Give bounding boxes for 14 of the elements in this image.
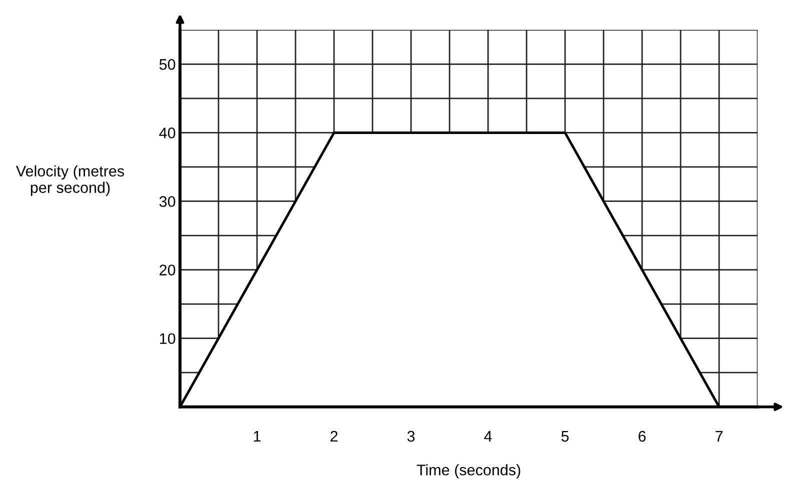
x-tick-label: 3: [407, 430, 415, 442]
x-tick-label: 7: [716, 431, 723, 442]
x-axis-title: Time (seconds): [416, 464, 520, 478]
y-tick-label: 30: [159, 196, 176, 207]
x-tick-label: 4: [484, 431, 492, 442]
y-tick-label: 50: [159, 59, 176, 70]
y-tick-label: 10: [160, 333, 176, 344]
y-axis-title: Velocity (metres per second): [16, 165, 124, 196]
x-tick-label: 6: [638, 430, 646, 442]
y-tick-label: 20: [160, 264, 176, 276]
x-tick-label: 2: [330, 430, 338, 442]
x-tick-label: 5: [561, 431, 569, 442]
y-tick-label: 40: [159, 128, 176, 138]
x-tick-label: 1: [254, 431, 261, 442]
